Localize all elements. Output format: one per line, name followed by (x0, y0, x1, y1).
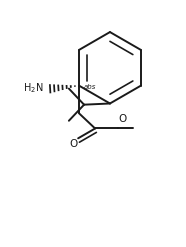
Text: H$_2$N: H$_2$N (23, 81, 43, 95)
Text: O: O (119, 114, 127, 124)
Text: O: O (69, 140, 77, 149)
Text: abs: abs (84, 84, 96, 90)
